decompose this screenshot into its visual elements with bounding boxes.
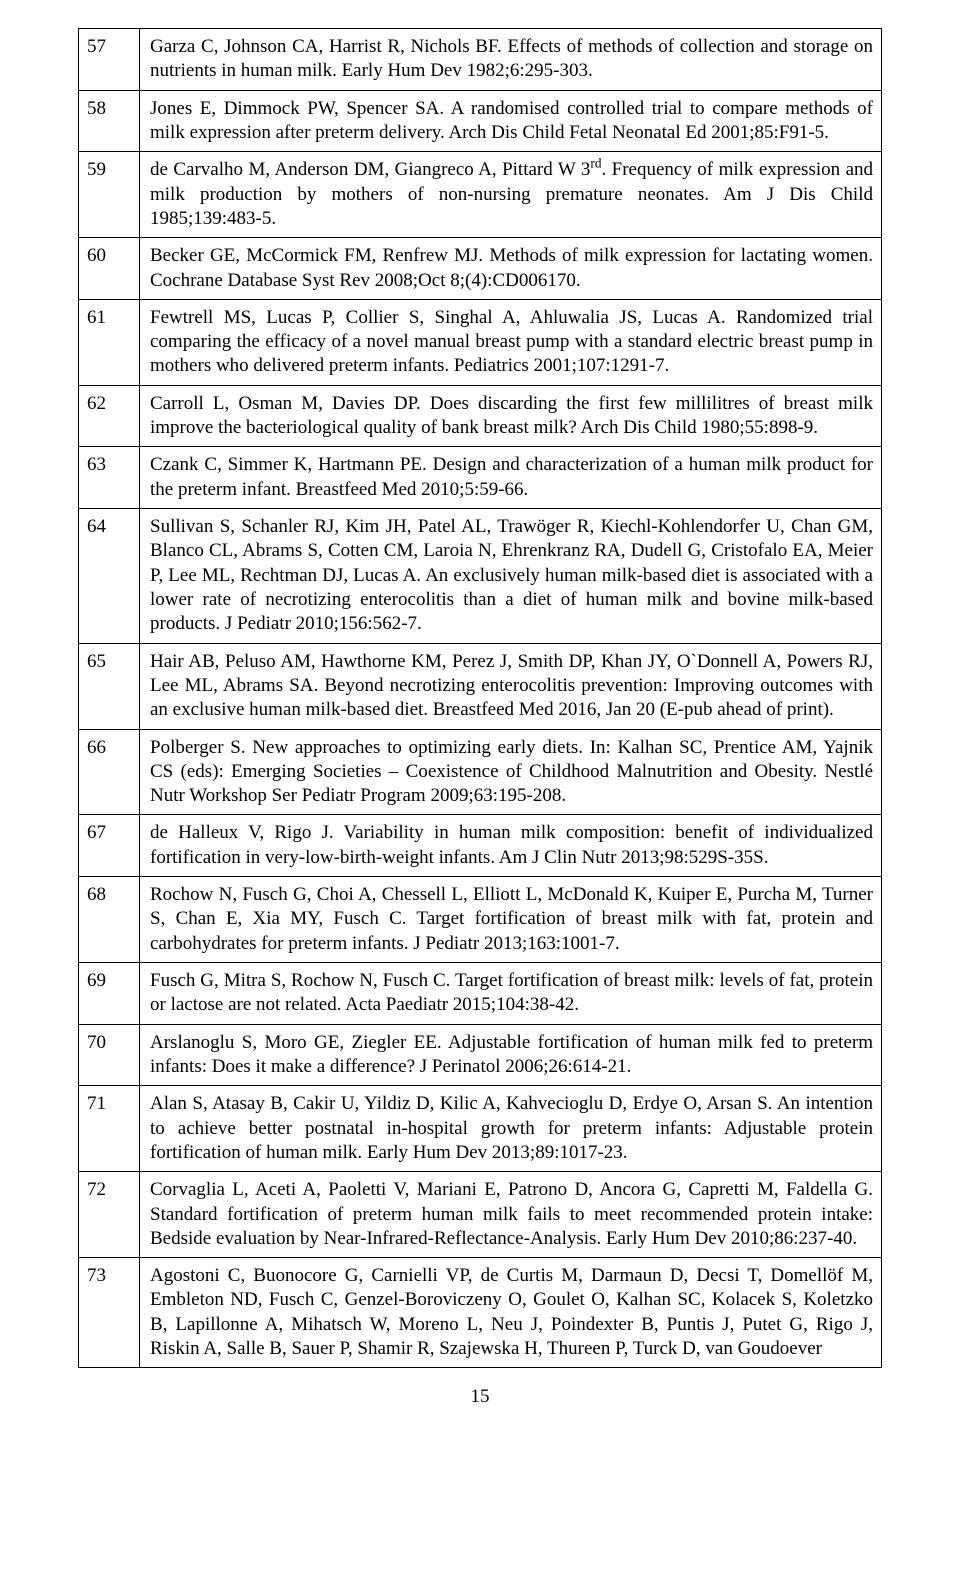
reference-number: 69 [79, 963, 140, 1025]
reference-text: Becker GE, McCormick FM, Renfrew MJ. Met… [140, 238, 882, 300]
table-row: 71Alan S, Atasay B, Cakir U, Yildiz D, K… [79, 1086, 882, 1172]
reference-number: 72 [79, 1172, 140, 1258]
table-row: 64Sullivan S, Schanler RJ, Kim JH, Patel… [79, 509, 882, 644]
table-row: 59de Carvalho M, Anderson DM, Giangreco … [79, 152, 882, 238]
reference-number: 65 [79, 643, 140, 729]
reference-text: Corvaglia L, Aceti A, Paoletti V, Marian… [140, 1172, 882, 1258]
reference-text: Carroll L, Osman M, Davies DP. Does disc… [140, 385, 882, 447]
page-container: 57Garza C, Johnson CA, Harrist R, Nichol… [0, 0, 960, 1418]
reference-number: 70 [79, 1024, 140, 1086]
table-row: 61Fewtrell MS, Lucas P, Collier S, Singh… [79, 299, 882, 385]
table-row: 57Garza C, Johnson CA, Harrist R, Nichol… [79, 29, 882, 91]
reference-text: Fewtrell MS, Lucas P, Collier S, Singhal… [140, 299, 882, 385]
reference-text: Czank C, Simmer K, Hartmann PE. Design a… [140, 447, 882, 509]
reference-text: Jones E, Dimmock PW, Spencer SA. A rando… [140, 90, 882, 152]
references-table: 57Garza C, Johnson CA, Harrist R, Nichol… [78, 28, 882, 1368]
table-row: 67de Halleux V, Rigo J. Variability in h… [79, 815, 882, 877]
table-row: 68Rochow N, Fusch G, Choi A, Chessell L,… [79, 877, 882, 963]
reference-number: 60 [79, 238, 140, 300]
reference-text: de Halleux V, Rigo J. Variability in hum… [140, 815, 882, 877]
reference-text: Sullivan S, Schanler RJ, Kim JH, Patel A… [140, 509, 882, 644]
reference-number: 57 [79, 29, 140, 91]
table-row: 60Becker GE, McCormick FM, Renfrew MJ. M… [79, 238, 882, 300]
table-row: 70Arslanoglu S, Moro GE, Ziegler EE. Adj… [79, 1024, 882, 1086]
reference-number: 67 [79, 815, 140, 877]
reference-text: Alan S, Atasay B, Cakir U, Yildiz D, Kil… [140, 1086, 882, 1172]
reference-number: 63 [79, 447, 140, 509]
reference-text: Fusch G, Mitra S, Rochow N, Fusch C. Tar… [140, 963, 882, 1025]
table-row: 63Czank C, Simmer K, Hartmann PE. Design… [79, 447, 882, 509]
reference-text: Garza C, Johnson CA, Harrist R, Nichols … [140, 29, 882, 91]
table-row: 66Polberger S. New approaches to optimiz… [79, 729, 882, 815]
reference-text: Agostoni C, Buonocore G, Carnielli VP, d… [140, 1258, 882, 1368]
reference-text: Hair AB, Peluso AM, Hawthorne KM, Perez … [140, 643, 882, 729]
table-row: 62Carroll L, Osman M, Davies DP. Does di… [79, 385, 882, 447]
table-row: 58Jones E, Dimmock PW, Spencer SA. A ran… [79, 90, 882, 152]
reference-number: 71 [79, 1086, 140, 1172]
reference-number: 62 [79, 385, 140, 447]
table-row: 72Corvaglia L, Aceti A, Paoletti V, Mari… [79, 1172, 882, 1258]
table-row: 65Hair AB, Peluso AM, Hawthorne KM, Pere… [79, 643, 882, 729]
reference-number: 66 [79, 729, 140, 815]
reference-number: 73 [79, 1258, 140, 1368]
reference-text: Arslanoglu S, Moro GE, Ziegler EE. Adjus… [140, 1024, 882, 1086]
reference-number: 64 [79, 509, 140, 644]
reference-number: 58 [79, 90, 140, 152]
reference-number: 61 [79, 299, 140, 385]
reference-number: 59 [79, 152, 140, 238]
table-row: 73Agostoni C, Buonocore G, Carnielli VP,… [79, 1258, 882, 1368]
reference-number: 68 [79, 877, 140, 963]
table-row: 69Fusch G, Mitra S, Rochow N, Fusch C. T… [79, 963, 882, 1025]
reference-text: Rochow N, Fusch G, Choi A, Chessell L, E… [140, 877, 882, 963]
reference-text: Polberger S. New approaches to optimizin… [140, 729, 882, 815]
reference-text: de Carvalho M, Anderson DM, Giangreco A,… [140, 152, 882, 238]
page-number: 15 [78, 1368, 882, 1418]
